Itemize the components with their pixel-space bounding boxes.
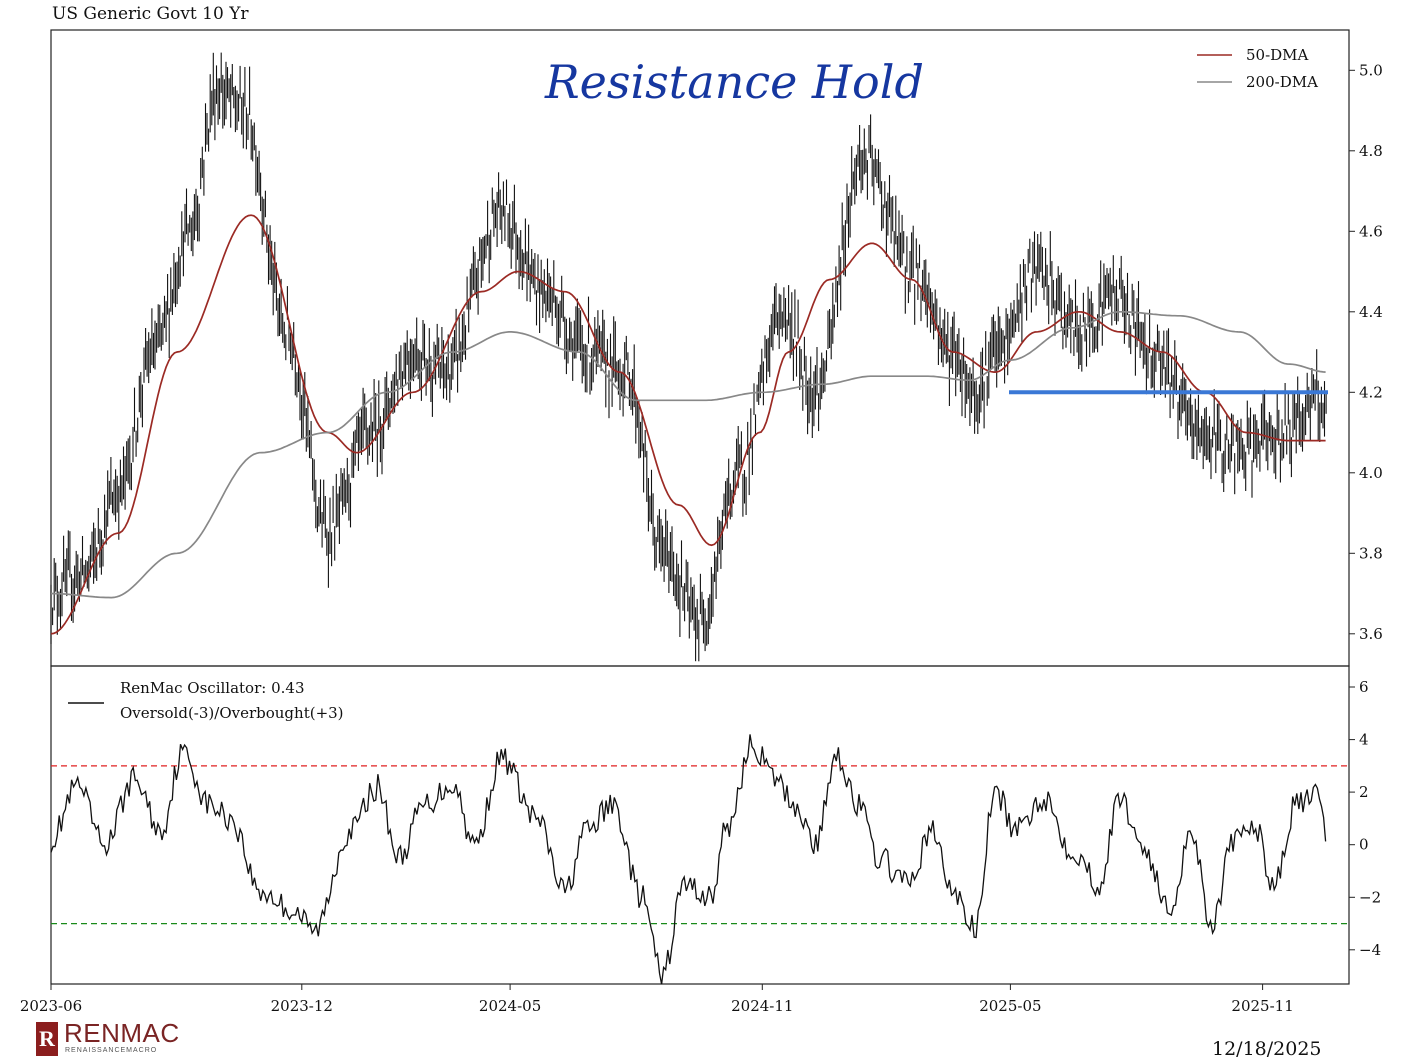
lower-y-tick-label: 0 — [1359, 836, 1369, 854]
renmac-logo-mark: R — [36, 1022, 58, 1056]
x-tick-label: 2024-11 — [731, 997, 793, 1015]
upper-legend: 50-DMA 200-DMA — [1197, 46, 1318, 91]
x-tick-label: 2025-11 — [1231, 997, 1293, 1015]
upper-y-tick-label: 4.0 — [1359, 464, 1383, 482]
renmac-logo-subtitle: RENAISSANCEMACRO — [65, 1047, 158, 1054]
legend-label-200dma: 200-DMA — [1246, 73, 1318, 91]
lower-y-tick-label: 2 — [1359, 783, 1369, 801]
legend-label-levels: Oversold(-3)/Overbought(+3) — [120, 704, 344, 722]
annotation-resistance-hold: Resistance Hold — [544, 55, 924, 109]
legend-label-oscillator: RenMac Oscillator: 0.43 — [120, 679, 304, 697]
lower-y-tick-label: −2 — [1359, 888, 1381, 906]
chart-title: US Generic Govt 10 Yr — [52, 4, 249, 24]
upper-y-tick-label: 4.4 — [1359, 303, 1383, 321]
x-tick-label: 2025-05 — [979, 997, 1041, 1015]
upper-y-tick-label: 3.8 — [1359, 544, 1383, 562]
x-axis-ticks: 2023-06 2023-12 2024-05 2024-11 2025-05 2025-… — [20, 984, 1294, 1015]
upper-y-tick-label: 4.8 — [1359, 142, 1383, 160]
y-axis-ticks: 3.6 3.8 4.0 4.2 4.4 4.6 4.8 5.0 −4 −2 0 2 4 6 — [1349, 61, 1383, 959]
legend-label-50dma: 50-DMA — [1246, 46, 1309, 64]
chart-date: 12/18/2025 — [1212, 1038, 1322, 1060]
oscillator-layer — [50, 734, 1327, 985]
oscillator-line — [50, 734, 1327, 985]
upper-y-tick-label: 3.6 — [1359, 625, 1383, 643]
moving-averages — [50, 214, 1326, 635]
lower-y-tick-label: 4 — [1359, 731, 1369, 749]
lower-legend: RenMac Oscillator: 0.43 Oversold(-3)/Ove… — [68, 679, 344, 722]
upper-y-tick-label: 5.0 — [1359, 61, 1383, 79]
lower-y-tick-label: −4 — [1359, 941, 1381, 959]
lower-y-tick-label: 6 — [1359, 678, 1369, 696]
x-tick-label: 2023-06 — [20, 997, 82, 1015]
x-tick-label: 2024-05 — [479, 997, 541, 1015]
line-50dma — [50, 214, 1326, 635]
line-200dma — [50, 310, 1326, 599]
upper-y-tick-label: 4.6 — [1359, 222, 1383, 240]
x-tick-label: 2023-12 — [271, 997, 333, 1015]
lower-panel-frame — [50, 665, 1350, 985]
renmac-logo-text: RENMAC — [64, 1018, 180, 1048]
price-bars — [50, 52, 1327, 662]
oscillator-levels — [51, 765, 1349, 925]
upper-y-tick-label: 4.2 — [1359, 383, 1383, 401]
